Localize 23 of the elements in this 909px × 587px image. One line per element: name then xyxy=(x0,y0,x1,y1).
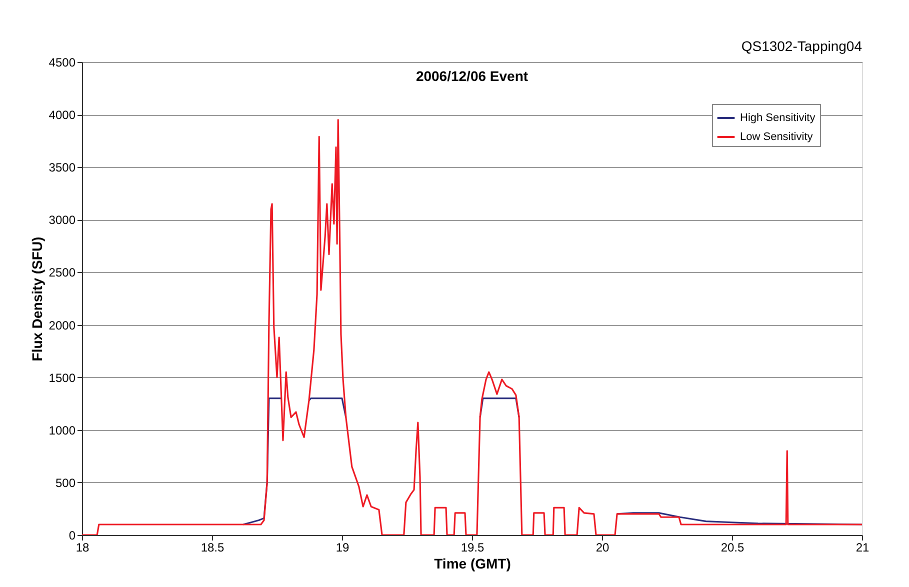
y-tick-label: 500 xyxy=(55,476,76,490)
x-tick-label: 20 xyxy=(596,540,610,554)
x-tick-label: 19.5 xyxy=(460,540,484,554)
x-tick-label: 18 xyxy=(76,540,90,554)
legend-label: Low Sensitivity xyxy=(740,131,814,143)
x-axis-title: Time (GMT) xyxy=(434,556,511,572)
y-tick-label: 3000 xyxy=(48,213,76,228)
text: QS1302-Tapping04 xyxy=(741,38,862,54)
y-tick-label: 1000 xyxy=(48,423,76,438)
y-tick-label: 1500 xyxy=(48,370,76,385)
y-axis-title: Flux Density (SFU) xyxy=(28,236,45,362)
y-tick-label: 2000 xyxy=(48,318,76,332)
chart-title: 2006/12/06 Event xyxy=(416,68,528,84)
x-tick-label: 19 xyxy=(336,540,350,554)
y-tick-label: 3500 xyxy=(48,160,76,175)
y-tick-label: 4000 xyxy=(48,108,76,122)
legend-label: High Sensitivity xyxy=(740,112,816,124)
x-tick-label: 21 xyxy=(856,540,870,554)
y-tick-label: 2500 xyxy=(48,266,76,280)
y-tick-label: 0 xyxy=(68,528,76,542)
y-tick-label: 4500 xyxy=(48,56,76,70)
x-tick-label: 18.5 xyxy=(200,540,224,554)
x-tick-label: 20.5 xyxy=(720,540,744,554)
